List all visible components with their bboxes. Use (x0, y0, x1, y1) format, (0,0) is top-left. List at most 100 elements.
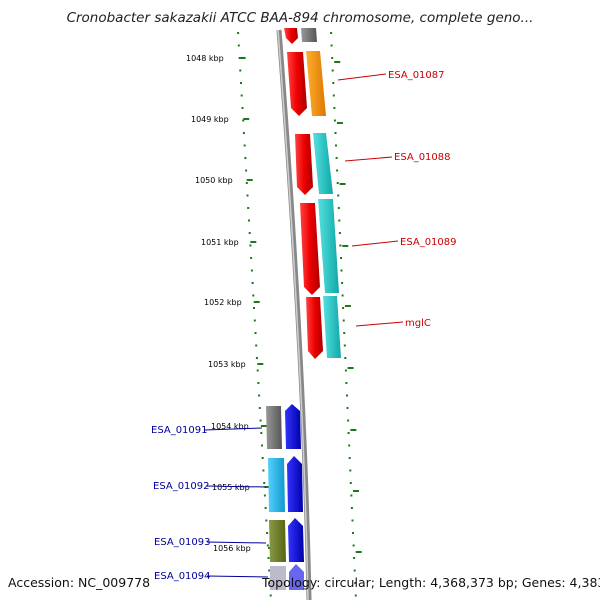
scale-dot (247, 207, 250, 209)
scale-dot (346, 394, 348, 397)
scale-dot (354, 594, 357, 597)
scale-dot (345, 382, 348, 384)
scale-dot (352, 544, 355, 547)
scale-dot (342, 319, 345, 322)
scale-dot (336, 182, 339, 184)
scale-dot (258, 394, 261, 397)
scale-dot (350, 494, 353, 497)
gene-block-esa01087-orange[interactable] (306, 51, 326, 116)
scale-dot (250, 257, 253, 259)
scale-dot (353, 569, 356, 572)
gene-block-esa01092-lightblue[interactable] (268, 458, 285, 512)
gene-label-esa01093[interactable]: ESA_01093 (154, 537, 211, 548)
scale-dot (348, 444, 351, 447)
gene-label-mglc[interactable]: mglC (405, 318, 431, 329)
scale-dot (331, 57, 334, 59)
gene-block-esa01091-gray[interactable] (266, 406, 282, 449)
scale-dot (336, 169, 339, 172)
scale-dot (249, 244, 252, 247)
gene-block-mglc-cyan[interactable] (323, 296, 341, 358)
scale-dot (354, 582, 357, 584)
gene-arrow-esa01092-blue[interactable] (287, 456, 303, 512)
scale-dot (245, 182, 248, 184)
gene-arrow-esa01087-red[interactable] (287, 52, 307, 116)
scale-dot (338, 232, 341, 234)
scale-dot (350, 507, 353, 509)
tick-label: 1050 kbp (195, 176, 233, 185)
topology-text: Topology: circular; Length: 4,368,373 bp… (262, 575, 600, 590)
scale-dot (244, 157, 247, 159)
gene-block-esa01094-gray[interactable] (270, 566, 286, 590)
scale-dot (251, 282, 254, 284)
scale-dot (352, 532, 354, 534)
gene-block-top-gray[interactable] (301, 28, 317, 42)
scale-dot (246, 194, 249, 197)
scale-dot (347, 432, 350, 434)
gene-label-esa01088[interactable]: ESA_01088 (394, 152, 451, 163)
scale-dot (242, 132, 245, 134)
gene-block-esa01089-cyan[interactable] (318, 199, 339, 293)
gene-arrow-esa01089-red[interactable] (300, 203, 320, 295)
scale-dot (266, 544, 269, 547)
scale-dot (343, 344, 346, 347)
scale-dot (242, 119, 245, 122)
scale-dot (334, 132, 337, 134)
accession-text: Accession: NC_009778 (8, 575, 151, 590)
scale-dot (337, 194, 340, 197)
tick-label: 1051 kbp (201, 238, 239, 247)
gene-label-esa01087[interactable]: ESA_01087 (388, 70, 445, 81)
scale-dot (262, 469, 265, 472)
scale-dot (259, 419, 262, 422)
scale-dot (245, 169, 248, 172)
gene-label-esa01094[interactable]: ESA_01094 (154, 571, 211, 582)
gene-arrow-esa01093-blue[interactable] (288, 518, 304, 562)
scale-dot (237, 44, 240, 47)
scale-dot (344, 369, 347, 372)
gene-block-esa01093-olive[interactable] (269, 520, 286, 562)
scale-dot (240, 82, 242, 84)
chromosome-backbone-highlight (277, 29, 309, 600)
scale-dot (261, 457, 264, 459)
gene-arrow-esa01088-red[interactable] (295, 134, 313, 195)
gene-label-esa01092[interactable]: ESA_01092 (153, 481, 210, 492)
tick-label: 1056 kbp (213, 544, 251, 553)
gene-arrow-esa01094-blue[interactable] (289, 564, 304, 590)
gene-arrow-esa01091-blue[interactable] (285, 404, 301, 449)
scale-dot (256, 369, 259, 372)
scale-dot (349, 482, 352, 484)
scale-dot (257, 382, 260, 384)
tick-label: 1049 kbp (191, 115, 229, 124)
scale-dot (341, 282, 344, 284)
scale-dot (342, 307, 345, 309)
gene-arrow-top-red[interactable] (284, 28, 298, 44)
scale-dot (253, 319, 256, 322)
scale-dot (268, 569, 271, 572)
scale-dot (351, 519, 354, 522)
scale-dot (261, 444, 263, 447)
gene-label-esa01091[interactable]: ESA_01091 (151, 425, 208, 436)
scale-dot (252, 294, 255, 297)
scale-dot (337, 207, 340, 209)
chromosome-backbone (276, 29, 312, 600)
scale-dot (241, 107, 244, 109)
gene-block-esa01088-cyan[interactable] (313, 133, 333, 194)
scale-dot (335, 144, 337, 147)
scale-dot (343, 332, 346, 334)
gene-label-esa01089[interactable]: ESA_01089 (400, 237, 457, 248)
scale-dot (340, 269, 343, 272)
tick-label: 1054 kbp (211, 422, 249, 431)
scale-dot (264, 507, 267, 509)
scale-dot (353, 557, 356, 559)
scale-ring-dots (237, 32, 357, 597)
scale-dot (248, 219, 250, 222)
scale-dot (331, 69, 334, 72)
scale-dot (267, 557, 270, 559)
scale-dot (263, 494, 266, 497)
scale-dot (330, 32, 333, 34)
scale-dot (243, 144, 246, 147)
scale-dot (333, 119, 336, 122)
scale-dot (339, 244, 342, 247)
scale-dot (335, 157, 338, 159)
gene-arrow-mglc-red[interactable] (306, 297, 323, 359)
